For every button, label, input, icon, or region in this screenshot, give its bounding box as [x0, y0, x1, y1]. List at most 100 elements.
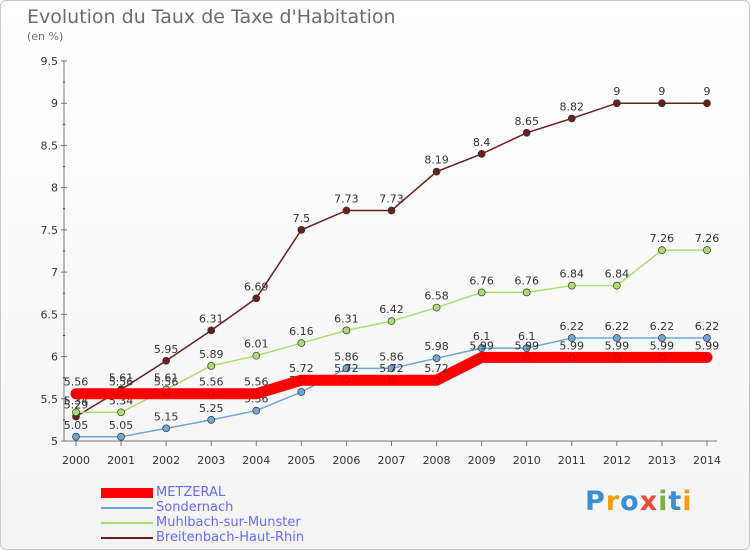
- data-label: 6.31: [334, 312, 359, 325]
- data-point: [658, 99, 666, 108]
- data-label: 5.61: [109, 371, 134, 384]
- data-point: [432, 303, 441, 312]
- y-tick-label: 6.5: [41, 308, 59, 321]
- data-point: [117, 432, 125, 441]
- data-point: [432, 167, 441, 176]
- data-label: 5.56: [64, 376, 89, 389]
- y-tick-label: 5.5: [41, 393, 59, 406]
- data-label: 5.99: [560, 339, 585, 352]
- data-label: 5.56: [154, 376, 179, 389]
- data-point: [477, 344, 486, 352]
- data-point: [342, 206, 351, 215]
- y-tick-label: 7: [51, 266, 58, 279]
- data-point: [207, 326, 216, 335]
- data-label: 6.42: [379, 303, 404, 316]
- x-tick-label: 2012: [603, 454, 631, 467]
- chart-title: Evolution du Taux de Taxe d'Habitation: [27, 6, 396, 28]
- logo-letter: P: [585, 486, 606, 517]
- data-point: [477, 150, 486, 158]
- data-point: [297, 339, 306, 347]
- proxiti-logo: Proxiti: [585, 486, 693, 517]
- logo-letter: r: [605, 486, 621, 517]
- data-label: 5.05: [64, 419, 89, 432]
- data-label: 6.22: [650, 320, 675, 333]
- data-point: [207, 390, 215, 398]
- data-label: 5.86: [379, 350, 404, 363]
- x-tick-label: 2007: [378, 454, 406, 467]
- data-label: 5.89: [199, 348, 224, 361]
- data-label: 5.86: [334, 350, 359, 363]
- data-label: 6.22: [605, 320, 630, 333]
- data-point: [567, 114, 576, 123]
- data-label: 5.05: [109, 419, 134, 432]
- data-point: [568, 354, 576, 361]
- data-point: [432, 354, 441, 363]
- data-label: 8.4: [473, 136, 491, 149]
- data-point: [703, 99, 711, 108]
- data-point: [117, 408, 125, 417]
- data-label: 5.98: [424, 340, 449, 353]
- data-point: [613, 281, 621, 290]
- data-point: [343, 376, 350, 384]
- data-label: 5.72: [334, 362, 359, 375]
- data-label: 6.31: [199, 312, 224, 325]
- data-label: 5.15: [154, 410, 179, 423]
- data-label: 9: [658, 85, 665, 98]
- data-point: [117, 390, 125, 398]
- data-point: [342, 326, 351, 335]
- data-label: 6.1: [518, 330, 536, 343]
- y-tick-label: 8: [51, 182, 58, 195]
- data-point: [613, 99, 621, 108]
- x-tick-label: 2009: [468, 454, 496, 467]
- logo-letter: x: [639, 486, 659, 517]
- data-label: 5.72: [424, 362, 449, 375]
- legend-label: Muhlbach-sur-Munster: [156, 515, 301, 530]
- series-muhlbach-sur-munster: 5.34 5.345.615.896.016.166.316.426.586.76…: [64, 232, 719, 417]
- data-point: [658, 334, 666, 342]
- data-label: 7.73: [379, 192, 404, 205]
- data-point: [342, 364, 351, 373]
- legend-swatch: [101, 506, 153, 509]
- data-point: [703, 354, 711, 361]
- logo-letter: i: [658, 486, 669, 517]
- x-tick-label: 2011: [558, 454, 586, 467]
- data-label: 6.58: [424, 290, 449, 303]
- data-label: 7.26: [650, 232, 675, 245]
- data-label: 5.56: [109, 376, 134, 389]
- data-label: 5.72: [379, 362, 404, 375]
- data-label: 5.25: [199, 402, 224, 415]
- data-point: [387, 364, 396, 373]
- data-label: 5.72: [289, 362, 314, 375]
- data-point: [207, 361, 216, 370]
- data-label: 5.99: [469, 339, 494, 352]
- x-tick-label: 2001: [107, 454, 135, 467]
- logo-letter: o: [620, 486, 640, 517]
- data-label: 5.99: [514, 339, 539, 352]
- data-label: 7.73: [334, 192, 359, 205]
- legend-swatch: [101, 487, 153, 498]
- data-point: [298, 376, 305, 384]
- data-point: [388, 376, 395, 384]
- data-point: [522, 344, 531, 352]
- data-point: [207, 416, 216, 424]
- data-point: [72, 408, 80, 417]
- data-label: 5.99: [695, 339, 720, 352]
- data-label: 6.76: [514, 274, 539, 287]
- data-point: [252, 406, 261, 415]
- data-point: [433, 376, 440, 384]
- logo-letter: t: [668, 486, 683, 517]
- data-point: [297, 226, 306, 234]
- data-label: 8.19: [424, 154, 449, 167]
- data-label: 5.95: [154, 343, 179, 356]
- data-point: [478, 354, 485, 361]
- data-label: 6.1: [473, 330, 491, 343]
- x-tick-label: 2005: [287, 454, 315, 467]
- x-tick-label: 2010: [513, 454, 541, 467]
- y-tick-label: 9.5: [41, 55, 59, 68]
- x-tick-label: 2008: [423, 454, 451, 467]
- legend-label: Breitenbach-Haut-Rhin: [156, 530, 305, 545]
- data-point: [522, 128, 531, 137]
- x-tick-label: 2003: [197, 454, 225, 467]
- data-label: 5.99: [650, 339, 675, 352]
